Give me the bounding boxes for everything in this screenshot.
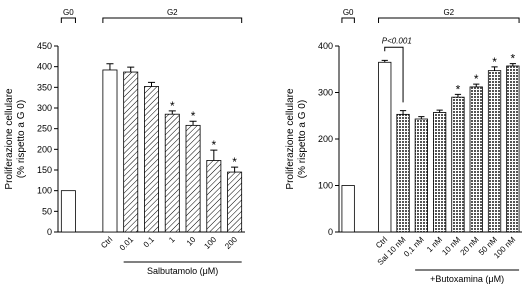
significance-star: * [492, 55, 497, 69]
group-label: G2 [443, 8, 454, 17]
group-label: G2 [167, 8, 178, 17]
y-tick-label: 150 [37, 165, 52, 175]
bar [469, 86, 483, 233]
x-tick-label: 10 [185, 235, 198, 248]
error-bar [231, 166, 239, 173]
error-bar [509, 63, 516, 66]
y-axis-label: (% rispetto a G 0) [16, 100, 27, 178]
x-tick-label: 10 nM [440, 235, 462, 257]
y-tick-label: 0 [47, 227, 52, 237]
significance-star: * [170, 99, 175, 113]
error-bar [454, 93, 462, 98]
bar [144, 86, 159, 233]
y-tick-label: 100 [37, 186, 52, 196]
x-tick-label: 1 [167, 235, 177, 245]
x-tick-label: 200 [223, 235, 239, 251]
y-tick-label: 100 [318, 181, 333, 191]
y-axis-label: Proliferazione cellulare [4, 88, 15, 190]
group-label: G0 [343, 8, 354, 17]
x-tick-label: 0.1 [142, 235, 157, 250]
annotation-bracket [384, 46, 404, 103]
y-tick-label: 250 [37, 124, 52, 134]
y-tick-label: 200 [37, 144, 52, 154]
group-label: G0 [63, 8, 74, 17]
bar [206, 160, 222, 233]
y-tick-label: 0 [328, 227, 333, 237]
error-bar [491, 66, 498, 71]
error-bar [168, 110, 176, 115]
x-axis-label: Salbutamolo (μM) [147, 266, 218, 276]
bar [414, 118, 428, 233]
bar [341, 185, 355, 233]
bar [227, 171, 243, 233]
group-bracket [102, 17, 243, 23]
error-bar [127, 66, 135, 73]
y-tick-label: 50 [42, 206, 52, 216]
y-tick-label: 300 [318, 88, 333, 98]
significance-star: * [211, 138, 216, 152]
error-bar [106, 63, 114, 70]
bar [487, 70, 502, 233]
bar [433, 112, 447, 233]
y-tick-label: 350 [37, 82, 52, 92]
error-bar [381, 59, 388, 63]
y-tick-label: 450 [37, 41, 52, 51]
bar [396, 113, 410, 233]
y-tick-label: 200 [318, 134, 333, 144]
error-bar [473, 83, 480, 87]
x-tick-label: Ctrl [99, 235, 114, 250]
bar [164, 113, 180, 233]
error-bar [436, 109, 443, 113]
y-tick-label: 400 [37, 62, 52, 72]
bar [102, 69, 118, 233]
error-bar [418, 116, 425, 120]
significance-star: * [474, 72, 479, 86]
x-tick-label: 100 [202, 235, 218, 251]
significance-star: * [511, 52, 516, 66]
significance-star: * [456, 82, 461, 96]
annotation: P<0.001 [382, 36, 412, 45]
bar [185, 124, 201, 233]
y-tick-label: 400 [318, 41, 333, 51]
y-axis-label: (% rispetto a G 0) [297, 100, 308, 178]
group-bracket [341, 17, 355, 23]
x-tick-label: 0,1 nM [402, 235, 426, 259]
bar [378, 61, 392, 233]
x-tick-label: 0.01 [118, 235, 136, 253]
bar [506, 65, 520, 233]
error-bar [189, 120, 197, 126]
x-axis-label: +Butoxamina (μM) [430, 274, 504, 284]
y-tick-label: 300 [37, 103, 52, 113]
bar [451, 96, 465, 233]
bar [60, 190, 76, 233]
y-axis-label: Proliferazione cellulare [285, 88, 296, 190]
x-tick-label: 20 nM [459, 235, 481, 257]
bar [123, 71, 139, 233]
group-bracket [60, 17, 76, 23]
error-bar [210, 149, 218, 161]
error-bar [147, 81, 156, 87]
significance-star: * [191, 109, 196, 123]
error-bar [399, 110, 407, 115]
significance-star: * [232, 155, 237, 169]
group-bracket [378, 17, 520, 23]
